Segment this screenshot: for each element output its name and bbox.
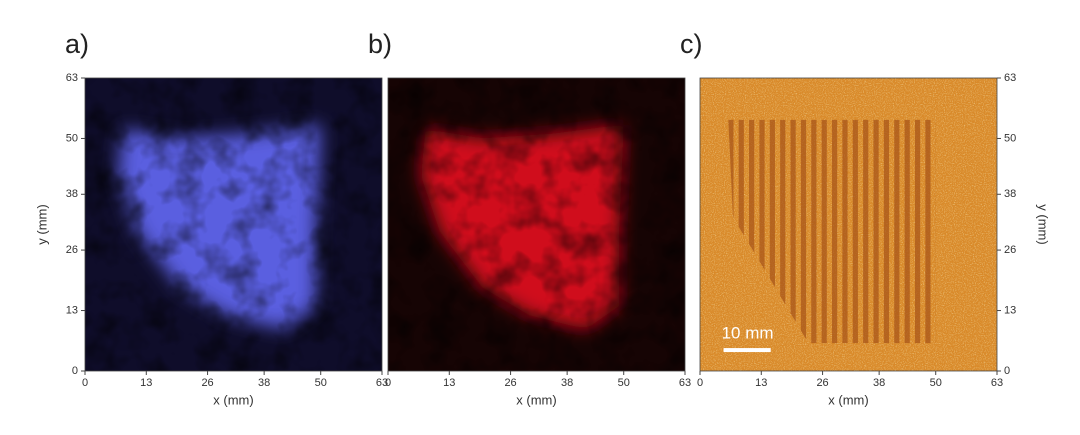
x-tick-label: 50 bbox=[315, 377, 327, 389]
y-tick-label: 26 bbox=[1004, 244, 1016, 256]
x-tick-label: 63 bbox=[376, 377, 388, 389]
x-tick-label: 38 bbox=[258, 377, 270, 389]
x-tick-label: 0 bbox=[697, 377, 703, 389]
x-tick-label: 26 bbox=[816, 377, 828, 389]
frame bbox=[387, 77, 686, 372]
image bbox=[85, 78, 382, 371]
stripe bbox=[904, 119, 910, 344]
stripe bbox=[842, 119, 848, 344]
stripe bbox=[852, 119, 858, 344]
x-tick-label: 38 bbox=[561, 377, 573, 389]
x-axis-label: x (mm) bbox=[516, 392, 556, 407]
stripe bbox=[821, 119, 827, 344]
y-tick-label: 50 bbox=[66, 132, 78, 144]
stripe bbox=[832, 119, 838, 344]
scale-bar-label: 10 mm bbox=[722, 324, 774, 343]
x-tick-label: 26 bbox=[504, 377, 516, 389]
x-axis-label: x (mm) bbox=[828, 392, 868, 407]
x-tick-label: 13 bbox=[443, 377, 455, 389]
scale-bar bbox=[723, 348, 771, 353]
stripe bbox=[883, 119, 890, 344]
x-tick-label: 26 bbox=[201, 377, 213, 389]
y-tick-label: 38 bbox=[1004, 188, 1016, 200]
y-axis-label: y (mm) bbox=[1036, 204, 1051, 244]
panel-label: b) bbox=[368, 29, 392, 59]
stripe bbox=[780, 119, 786, 344]
y-tick-label: 26 bbox=[66, 244, 78, 256]
y-tick-label: 13 bbox=[1004, 304, 1016, 316]
y-tick-label: 63 bbox=[66, 72, 78, 84]
x-tick-label: 63 bbox=[991, 377, 1003, 389]
y-tick-label: 63 bbox=[1004, 72, 1016, 84]
stripe bbox=[914, 119, 921, 344]
mottle bbox=[388, 78, 685, 371]
x-axis-label: x (mm) bbox=[213, 392, 253, 407]
mottle bbox=[85, 78, 382, 371]
x-tick-label: 0 bbox=[82, 377, 88, 389]
stripe bbox=[894, 119, 900, 344]
x-tick-label: 38 bbox=[873, 377, 885, 389]
y-tick-label: 13 bbox=[66, 304, 78, 316]
x-tick-label: 63 bbox=[679, 377, 691, 389]
stripe bbox=[800, 119, 807, 344]
frame bbox=[84, 77, 383, 372]
image bbox=[700, 78, 997, 371]
y-axis-label: y (mm) bbox=[34, 204, 49, 244]
stripe bbox=[769, 119, 775, 344]
frame bbox=[699, 77, 998, 372]
y-tick-label: 0 bbox=[72, 365, 78, 377]
stripe bbox=[863, 119, 869, 344]
stripe bbox=[811, 119, 817, 344]
x-tick-label: 0 bbox=[385, 377, 391, 389]
stripe bbox=[759, 119, 765, 344]
panel-label: a) bbox=[65, 29, 89, 59]
x-tick-label: 50 bbox=[618, 377, 630, 389]
y-tick-label: 38 bbox=[66, 188, 78, 200]
stripe bbox=[873, 119, 879, 344]
y-tick-label: 50 bbox=[1004, 132, 1016, 144]
stripe bbox=[790, 119, 796, 344]
x-tick-label: 13 bbox=[140, 377, 152, 389]
x-tick-label: 50 bbox=[930, 377, 942, 389]
y-tick-label: 0 bbox=[1004, 365, 1010, 377]
image bbox=[388, 78, 685, 371]
panel-label: c) bbox=[680, 29, 703, 59]
stripe bbox=[749, 119, 755, 344]
stripe bbox=[925, 119, 931, 344]
x-tick-label: 13 bbox=[755, 377, 767, 389]
